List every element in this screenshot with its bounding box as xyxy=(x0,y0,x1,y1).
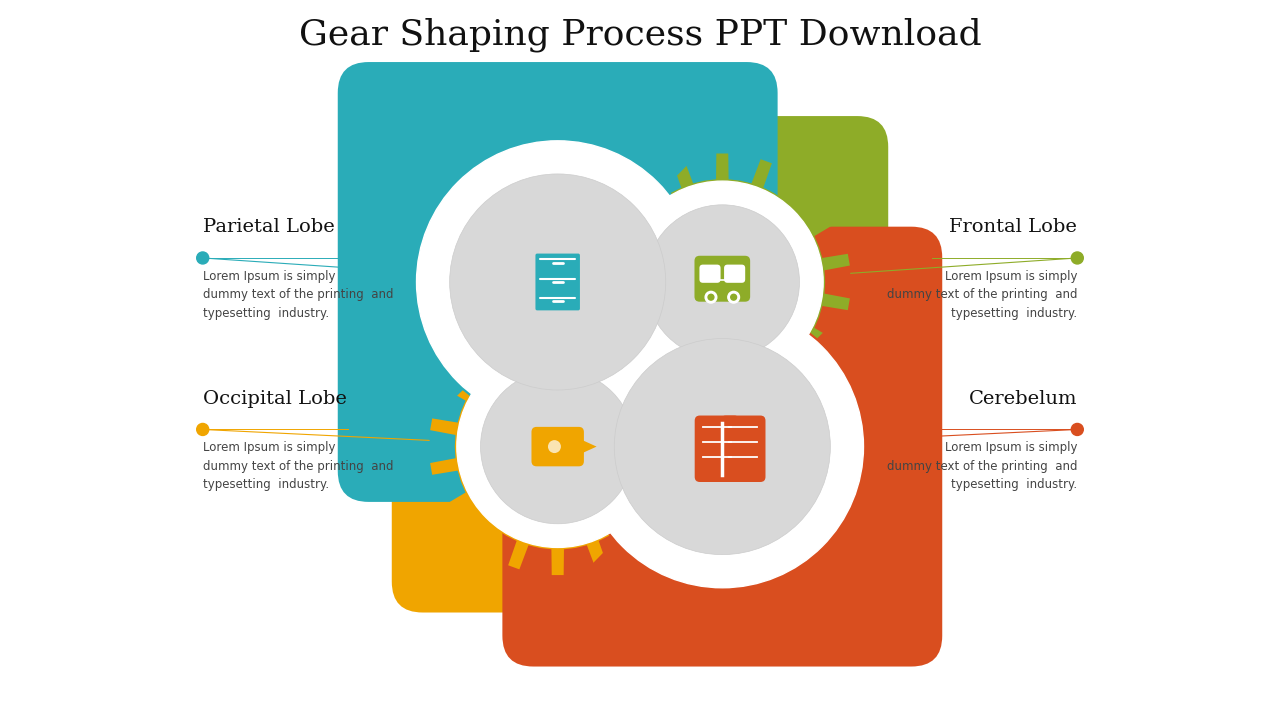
Circle shape xyxy=(1071,252,1083,264)
FancyBboxPatch shape xyxy=(699,265,721,283)
Circle shape xyxy=(197,423,209,436)
Text: Lorem Ipsum is simply
dummy text of the printing  and
typesetting  industry.: Lorem Ipsum is simply dummy text of the … xyxy=(887,270,1078,320)
Circle shape xyxy=(416,141,699,423)
FancyBboxPatch shape xyxy=(695,415,740,482)
Polygon shape xyxy=(430,318,685,575)
Circle shape xyxy=(457,346,658,547)
FancyBboxPatch shape xyxy=(721,415,765,482)
Circle shape xyxy=(705,292,717,303)
Circle shape xyxy=(731,294,736,300)
Circle shape xyxy=(548,440,561,453)
Circle shape xyxy=(622,181,823,383)
FancyBboxPatch shape xyxy=(724,265,745,283)
Polygon shape xyxy=(543,268,901,626)
FancyBboxPatch shape xyxy=(338,62,778,502)
Circle shape xyxy=(1071,423,1083,436)
Circle shape xyxy=(581,305,864,588)
Text: Lorem Ipsum is simply
dummy text of the printing  and
typesetting  industry.: Lorem Ipsum is simply dummy text of the … xyxy=(202,441,393,492)
Text: Lorem Ipsum is simply
dummy text of the printing  and
typesetting  industry.: Lorem Ipsum is simply dummy text of the … xyxy=(202,270,393,320)
FancyBboxPatch shape xyxy=(502,227,942,667)
FancyBboxPatch shape xyxy=(535,253,580,310)
Text: Gear Shaping Process PPT Download: Gear Shaping Process PPT Download xyxy=(298,18,982,53)
FancyBboxPatch shape xyxy=(392,281,723,613)
Circle shape xyxy=(614,338,831,554)
Polygon shape xyxy=(579,438,596,455)
Polygon shape xyxy=(595,153,850,410)
Circle shape xyxy=(197,252,209,264)
Polygon shape xyxy=(379,103,737,461)
Circle shape xyxy=(480,369,635,523)
FancyBboxPatch shape xyxy=(557,116,888,448)
Text: Frontal Lobe: Frontal Lobe xyxy=(950,218,1078,236)
Circle shape xyxy=(708,294,714,300)
Circle shape xyxy=(449,174,666,390)
FancyBboxPatch shape xyxy=(695,256,750,302)
Circle shape xyxy=(645,204,800,359)
FancyBboxPatch shape xyxy=(531,427,584,467)
Text: Cerebelum: Cerebelum xyxy=(969,390,1078,408)
Text: Parietal Lobe: Parietal Lobe xyxy=(202,218,334,236)
Circle shape xyxy=(728,292,740,303)
Text: Lorem Ipsum is simply
dummy text of the printing  and
typesetting  industry.: Lorem Ipsum is simply dummy text of the … xyxy=(887,441,1078,492)
Text: Occipital Lobe: Occipital Lobe xyxy=(202,390,347,408)
